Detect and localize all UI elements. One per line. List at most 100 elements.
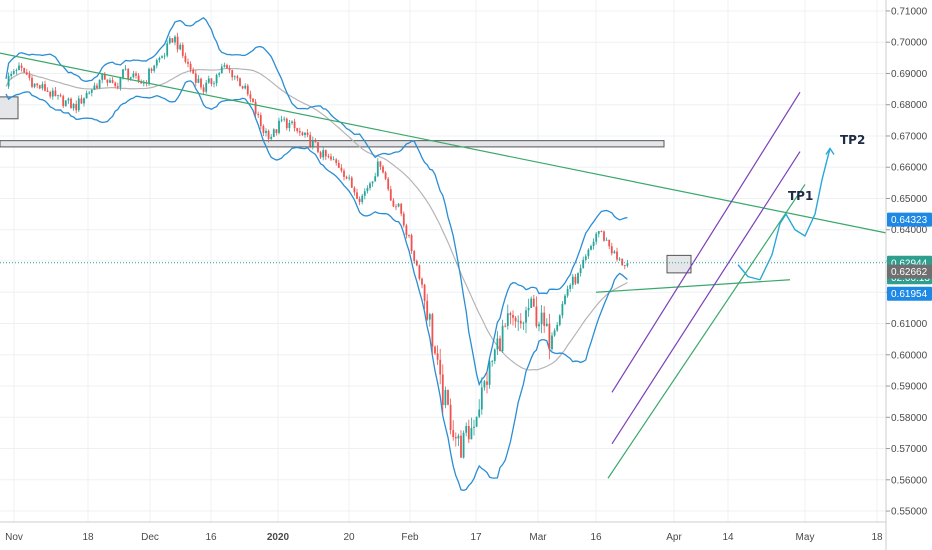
candle-body bbox=[119, 77, 122, 88]
candle-body bbox=[96, 85, 98, 89]
time-tick-label: 16 bbox=[590, 532, 602, 543]
candle-body bbox=[67, 98, 70, 101]
candle-body bbox=[200, 78, 202, 88]
candle-body bbox=[556, 324, 559, 331]
candle-body bbox=[168, 38, 171, 44]
candle-body bbox=[36, 83, 39, 86]
price-tick-label: 0.59000 bbox=[891, 382, 928, 393]
time-tick-label: Mar bbox=[529, 532, 547, 543]
candle-body bbox=[231, 70, 234, 78]
candle-body bbox=[15, 70, 18, 71]
candle-body bbox=[207, 78, 210, 83]
candle-body bbox=[176, 36, 179, 50]
candle-body bbox=[62, 96, 65, 107]
price-tick-label: 0.58000 bbox=[891, 413, 928, 424]
candle-body bbox=[7, 76, 10, 87]
candle-body bbox=[522, 322, 525, 324]
candle-body bbox=[12, 70, 15, 74]
candle-body bbox=[558, 315, 561, 325]
candle-body bbox=[202, 87, 205, 92]
upper-band bbox=[5, 17, 628, 387]
price-tick-label: 0.60000 bbox=[891, 350, 928, 361]
candle-body bbox=[220, 66, 223, 74]
candle-body bbox=[28, 74, 31, 78]
candle-body bbox=[161, 56, 163, 58]
candle-body bbox=[64, 100, 67, 107]
candle-body bbox=[577, 273, 579, 284]
candle-body bbox=[540, 312, 543, 325]
candle-body bbox=[330, 156, 332, 160]
candle-body bbox=[408, 235, 410, 236]
candle-body bbox=[535, 306, 538, 327]
candle-body bbox=[111, 80, 114, 83]
candle-body bbox=[270, 136, 273, 139]
candle-body bbox=[499, 338, 501, 352]
time-tick-label: Nov bbox=[5, 532, 23, 543]
candle-body bbox=[514, 317, 517, 322]
candle-body bbox=[85, 93, 88, 99]
candle-body bbox=[457, 435, 460, 439]
candle-body bbox=[402, 213, 405, 226]
candle-body bbox=[603, 231, 605, 241]
candle-body bbox=[465, 426, 468, 433]
candle-body bbox=[595, 233, 598, 242]
candle-body bbox=[452, 430, 455, 438]
candle-body bbox=[337, 162, 340, 168]
candle-body bbox=[249, 94, 252, 99]
price-tag-level bbox=[887, 286, 932, 301]
candle-body bbox=[569, 285, 572, 289]
candle-body bbox=[397, 203, 400, 207]
candle-body bbox=[597, 231, 600, 234]
time-tick-label: 16 bbox=[205, 532, 217, 543]
candle-body bbox=[488, 361, 491, 385]
price-axis[interactable]: 0.71000 0.70000 0.69000 0.68000 0.67000 0.660… bbox=[885, 0, 932, 550]
price-tick-label: 0.61000 bbox=[891, 319, 928, 330]
candle-body bbox=[179, 44, 182, 50]
candle-body bbox=[449, 404, 452, 431]
price-tick-label: 0.67000 bbox=[891, 131, 928, 142]
moving-average-line bbox=[5, 67, 628, 371]
candle-body bbox=[150, 68, 153, 71]
candle-body bbox=[343, 170, 345, 177]
candle-body bbox=[309, 134, 312, 147]
time-tick-label: May bbox=[796, 532, 815, 543]
candle-body bbox=[205, 82, 208, 92]
channel-upper-line bbox=[611, 91, 801, 393]
candle-body bbox=[356, 192, 358, 199]
candle-body bbox=[405, 225, 408, 236]
candle-body bbox=[600, 231, 603, 232]
candle-body bbox=[608, 239, 611, 247]
candle-body bbox=[18, 65, 20, 71]
price-tick-label: 0.55000 bbox=[891, 507, 928, 518]
candle-body bbox=[613, 251, 616, 254]
candle-body bbox=[192, 69, 195, 74]
projection-arrowhead bbox=[825, 147, 835, 155]
candle-body bbox=[239, 78, 241, 87]
time-tick-label: 14 bbox=[722, 532, 734, 543]
time-tick-label: Apr bbox=[666, 532, 682, 543]
candle-body bbox=[587, 249, 590, 257]
candle-body bbox=[473, 426, 475, 428]
candle-body bbox=[509, 313, 512, 315]
neckline bbox=[595, 279, 791, 293]
time-tick-label: Feb bbox=[401, 532, 419, 543]
candle-body bbox=[311, 139, 314, 147]
time-tick-label: 18 bbox=[82, 532, 94, 543]
projection-path bbox=[737, 147, 835, 281]
candle-body bbox=[462, 432, 465, 458]
time-axis[interactable]: Nov 18 Dec 16 2020 20 Feb 17 Mar 16 Apr 14 May 18 bbox=[0, 521, 886, 543]
candle-body bbox=[142, 82, 145, 84]
candle-body bbox=[324, 150, 327, 157]
candle-body bbox=[454, 437, 457, 439]
candle-body bbox=[244, 85, 247, 89]
candle-body bbox=[348, 177, 351, 179]
candle-body bbox=[400, 203, 403, 214]
candle-body bbox=[278, 120, 280, 133]
candle-body bbox=[441, 374, 444, 406]
demand-zone bbox=[666, 254, 692, 274]
candle-body bbox=[226, 65, 228, 69]
candle-body bbox=[267, 130, 270, 139]
candle-body bbox=[561, 303, 564, 316]
candle-body bbox=[543, 312, 546, 326]
